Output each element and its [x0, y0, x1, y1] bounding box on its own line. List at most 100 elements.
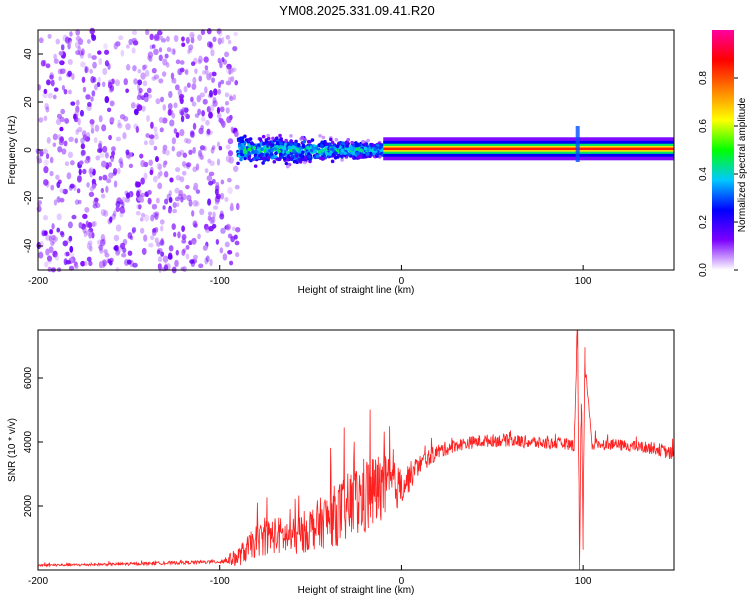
spectrogram-cell	[359, 148, 363, 152]
colorbar-tick-label: 0.0	[698, 263, 709, 277]
spectrogram-cell	[59, 197, 65, 203]
spectrogram-cell	[210, 49, 215, 57]
spectrogram-cell	[38, 117, 44, 123]
spectrogram-cell	[75, 129, 79, 135]
spectrogram-cell	[355, 151, 360, 156]
spectrogram-cell	[91, 55, 97, 60]
spectrogram-cell	[135, 210, 141, 216]
spectrogram-cell	[219, 213, 225, 220]
snr-line-layer	[37, 329, 675, 570]
spectrogram-cell	[361, 139, 365, 144]
spectrogram-cell	[84, 66, 88, 74]
spectrogram-cell	[59, 60, 65, 66]
spectrogram-cell	[131, 228, 136, 235]
spectrogram-cell	[42, 148, 48, 155]
spectrogram-cell	[150, 121, 154, 129]
spectrogram-cell	[173, 34, 179, 43]
spectrogram-cell	[86, 242, 92, 250]
spectrogram-cell	[217, 57, 221, 64]
spectrogram-cell	[71, 72, 75, 81]
spectrogram-cell	[366, 138, 370, 143]
y-tick-label: 40	[23, 48, 34, 60]
spectrogram-cell	[286, 155, 291, 159]
spectrogram-cell	[106, 178, 112, 184]
colorbar-tick-label: 0.2	[698, 215, 709, 229]
snr-y-ticks: 2000 4000 6000	[23, 366, 43, 517]
spectrogram-cell	[127, 250, 133, 256]
spectrogram-cell	[181, 233, 187, 241]
spectrogram-cell	[329, 137, 333, 142]
spectrogram-cell	[169, 119, 175, 127]
spectrogram-cell	[118, 35, 124, 41]
snr-series-line	[37, 329, 675, 570]
spectrogram-cell	[87, 101, 92, 107]
spectrogram-cell	[69, 31, 73, 37]
spectrogram-cell	[227, 150, 234, 157]
spectrogram-cell	[54, 236, 58, 242]
spectrogram-cell	[209, 160, 215, 167]
spectrogram-cell	[69, 252, 75, 258]
spectrogram-cell	[199, 208, 205, 216]
spectrogram-cell	[91, 34, 97, 41]
spectrogram-cell	[151, 67, 157, 74]
spectrogram-cell	[179, 128, 185, 137]
spectrogram-cell	[59, 188, 65, 194]
spectrogram-cell	[217, 88, 221, 95]
spectrogram-cell	[175, 249, 179, 256]
spectrogram-cell	[76, 175, 82, 183]
spectrogram-cell	[307, 154, 312, 159]
spectrogram-cell	[336, 153, 341, 158]
spectrogram-cell	[320, 148, 325, 153]
spectrogram-cell	[100, 234, 106, 242]
spectrogram-cell	[289, 139, 293, 143]
spectrogram-cell	[303, 160, 307, 165]
spectrogram-cell	[346, 137, 351, 142]
spectrogram-cell	[151, 203, 158, 210]
spectrogram-cell	[328, 152, 332, 156]
spectrogram-cell	[138, 204, 142, 210]
spectrogram-cell	[354, 143, 358, 148]
spectrogram-cell	[146, 114, 150, 122]
spectrogram-cell	[190, 37, 195, 44]
spectrogram-cell	[118, 157, 124, 165]
spectrogram-cell	[167, 108, 172, 116]
spectrogram-cell	[203, 56, 209, 63]
spectrogram-cell	[210, 147, 215, 154]
spectrogram-cell	[171, 112, 176, 119]
spectrogram-cell	[227, 186, 233, 195]
spectrogram-cell	[137, 68, 142, 74]
spectrogram-cell	[182, 170, 187, 176]
colorbar-label: Normalized spectral amplitude	[737, 97, 748, 232]
spectrogram-cell	[213, 88, 218, 96]
spectrogram-cell	[340, 158, 344, 162]
spectrogram-cell	[75, 28, 81, 36]
spectrogram-cell	[244, 150, 248, 155]
spectrogram-cell	[43, 159, 49, 166]
spectrogram-cell	[104, 49, 110, 55]
spectrogram-cell	[103, 43, 108, 50]
spectrogram-cell	[98, 57, 103, 66]
spectrogram-cell	[253, 164, 258, 168]
spectrogram-heatmap	[35, 27, 674, 274]
spectrogram-cell	[334, 137, 339, 142]
spectrogram-cell	[289, 142, 294, 147]
spectrogram-cell	[275, 144, 279, 149]
spectrogram-cell	[256, 143, 261, 147]
spectrogram-cell	[68, 89, 72, 95]
spectrogram-cell	[147, 55, 152, 61]
spectrogram-cell	[216, 106, 221, 114]
spectrogram-cell	[90, 75, 95, 84]
spectrogram-cell	[63, 258, 68, 266]
spectrogram-cell	[88, 191, 95, 197]
spectrogram-cell	[180, 196, 184, 203]
spectrogram-cell	[154, 237, 159, 244]
spectrogram-cell	[264, 140, 269, 144]
spectrogram-cell	[282, 146, 287, 151]
spectrogram-cell	[106, 107, 112, 113]
spectrogram-cell	[228, 68, 232, 75]
spectrogram-cell	[371, 143, 375, 147]
spectrogram-cell	[80, 149, 86, 156]
spectrogram-cell	[140, 227, 145, 234]
spectrogram-cell	[43, 166, 49, 174]
spectrogram-cell	[136, 190, 141, 198]
